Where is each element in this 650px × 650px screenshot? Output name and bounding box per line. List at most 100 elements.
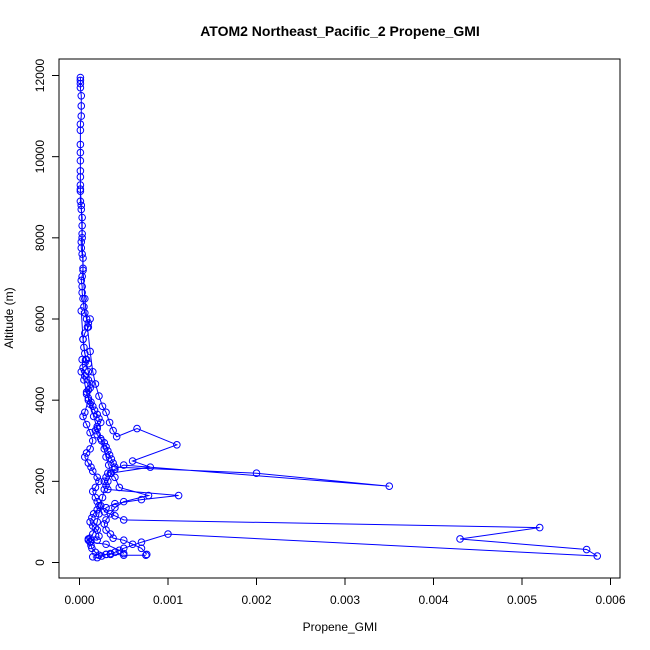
data-point [78, 355, 86, 364]
data-point [91, 524, 100, 532]
data-point [76, 148, 85, 157]
data-point [109, 534, 117, 542]
data-point [100, 485, 109, 494]
data-point [88, 436, 97, 445]
x-tick-label: 0.004 [418, 593, 448, 607]
data-point [98, 493, 107, 502]
data-point [77, 201, 86, 210]
data-point [82, 449, 91, 457]
y-tick-label: 2000 [33, 468, 47, 495]
data-point [89, 510, 98, 518]
data-point [105, 418, 114, 427]
data-point [102, 526, 110, 534]
x-tick-label: 0.000 [64, 593, 94, 607]
data-point [102, 408, 110, 417]
data-point [76, 120, 85, 128]
data-point [79, 266, 87, 275]
data-point [115, 483, 124, 492]
series-2 [76, 185, 181, 559]
data-point [107, 469, 116, 478]
data-point [88, 367, 97, 376]
data-point [79, 335, 87, 344]
data-point [76, 181, 85, 189]
data-point [137, 544, 146, 553]
x-axis: 0.000 0.001 0.002 0.003 0.004 0.005 0.006 [64, 577, 626, 607]
data-point [93, 424, 101, 433]
data-point [77, 112, 86, 120]
data-point [137, 495, 146, 504]
data-point [111, 512, 119, 520]
data-point [81, 453, 89, 461]
data-point [119, 497, 128, 506]
data-point [77, 238, 86, 246]
y-tick-label: 6000 [33, 305, 47, 332]
data-point [76, 185, 85, 193]
x-tick-label: 0.002 [241, 593, 271, 607]
data-point [109, 426, 117, 435]
data-point [86, 347, 94, 356]
data-point [88, 487, 97, 496]
data-point [91, 483, 100, 492]
data-point [385, 482, 394, 491]
data-point [87, 380, 95, 388]
data-point [142, 550, 151, 559]
data-point [119, 516, 128, 524]
x-axis-label: Propene_GMI [303, 620, 378, 634]
data-point [86, 428, 94, 437]
data-point [83, 323, 92, 331]
data-point [102, 503, 110, 512]
y-axis-label: Altitude (m) [2, 287, 16, 348]
data-point [593, 552, 602, 560]
data-point [86, 538, 94, 547]
data-point [76, 76, 85, 85]
data-point [107, 455, 116, 463]
data-point [582, 545, 591, 554]
y-tick-label: 10000 [33, 140, 47, 174]
data-point [119, 536, 128, 544]
data-point [84, 536, 93, 544]
data-point [87, 463, 95, 471]
data-point [102, 453, 110, 461]
data-point [81, 294, 89, 303]
y-tick-label: 8000 [33, 224, 47, 251]
data-point [80, 376, 88, 384]
data-point [91, 380, 100, 388]
data-point [76, 156, 85, 165]
data-point [98, 402, 107, 411]
data-point [119, 461, 128, 469]
data-point [95, 477, 103, 486]
series-line [81, 359, 125, 554]
data-point [133, 424, 141, 433]
data-point [89, 412, 98, 421]
x-tick-label: 0.001 [153, 593, 183, 607]
data-point [106, 510, 115, 518]
data-point [119, 549, 128, 558]
data-point [93, 473, 101, 482]
data-point [84, 459, 93, 467]
data-point [84, 386, 93, 394]
data-point [88, 514, 96, 522]
series-4 [78, 355, 128, 558]
data-point [76, 173, 85, 181]
data-point [102, 516, 110, 524]
data-point [174, 491, 183, 500]
y-tick-label: 12000 [33, 58, 47, 92]
data-point [142, 551, 150, 559]
data-point [102, 481, 110, 490]
x-tick-label: 0.003 [330, 593, 360, 607]
y-tick-label: 0 [33, 559, 47, 566]
data-point [76, 79, 85, 88]
data-point [146, 463, 155, 471]
y-tick-label: 4000 [33, 386, 47, 413]
data-point [86, 534, 94, 542]
data-point [102, 550, 110, 559]
data-point [100, 445, 109, 453]
data-point [252, 469, 261, 478]
data-point [104, 461, 113, 469]
data-point [111, 499, 119, 508]
data-point [76, 126, 85, 135]
data-point [112, 432, 121, 441]
data-point [84, 376, 93, 384]
series-line [79, 189, 179, 555]
